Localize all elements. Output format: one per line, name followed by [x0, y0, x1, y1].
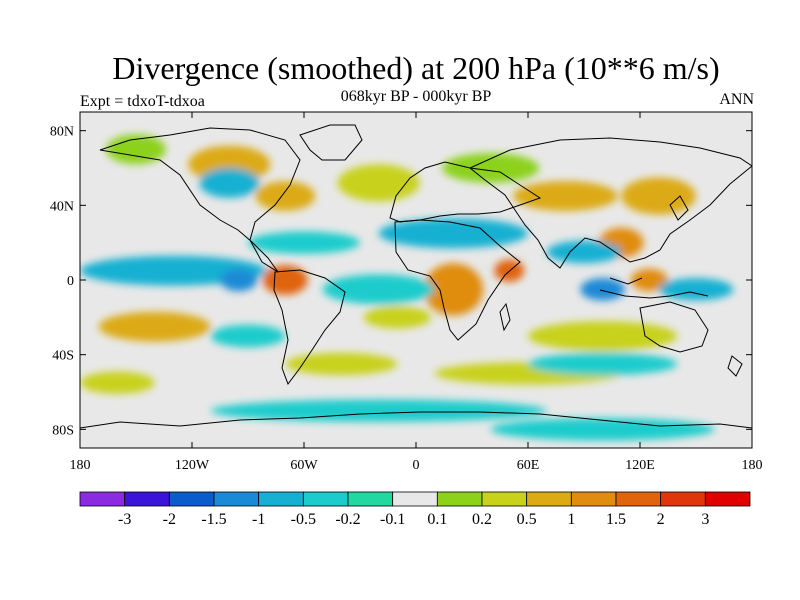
field-patch: [98, 311, 211, 342]
field-patch: [262, 265, 308, 295]
field-layer: [80, 134, 734, 441]
lat-tick-label: 80S: [52, 423, 74, 438]
colorbar-swatch: [704, 491, 751, 507]
colorbar-swatch: [258, 491, 304, 507]
field-patch: [378, 218, 528, 249]
colorbar-swatch: [213, 491, 260, 507]
lat-tick-label: 80N: [50, 125, 74, 140]
field-patch: [546, 240, 622, 264]
colorbar-label: 1.5: [606, 511, 626, 528]
colorbar-swatch: [347, 491, 394, 507]
field-patch: [106, 134, 166, 165]
colorbar-swatch: [168, 491, 215, 507]
season-label: ANN: [719, 91, 754, 108]
lat-tick-label: 0: [67, 274, 74, 289]
field-patch: [442, 153, 540, 183]
period-label: 068kyr BP - 000kyr BP: [340, 88, 492, 105]
field-patch: [248, 231, 360, 254]
field-patch: [363, 306, 431, 329]
field-patch: [337, 164, 420, 202]
field-patch: [199, 168, 260, 198]
field-patch: [423, 263, 484, 316]
field-patch: [285, 352, 398, 376]
field-patch: [528, 352, 678, 376]
colorbar-label: -1.5: [201, 511, 226, 528]
field-patch: [630, 268, 668, 292]
lon-tick-label: 180: [742, 458, 763, 473]
field-patch: [580, 278, 626, 301]
field-patch: [658, 278, 734, 301]
colorbar-swatch: [124, 491, 170, 507]
colorbar-swatch: [526, 491, 572, 507]
colorbar-label: -2: [163, 511, 176, 528]
longitude-axis: 180 120W 60W 0 60E 120E 180: [70, 112, 763, 473]
colorbar-label: 0.5: [517, 511, 537, 528]
field-patch: [220, 268, 258, 292]
colorbar-label: 2: [657, 511, 665, 528]
field-patch: [80, 371, 155, 394]
lat-tick-label: 40N: [50, 199, 74, 214]
lon-tick-label: 60E: [517, 458, 540, 473]
lon-tick-label: 60W: [290, 458, 318, 473]
colorbar-label: -0.5: [291, 511, 316, 528]
colorbar-label: 0.1: [427, 511, 447, 528]
lon-tick-label: 120E: [625, 458, 655, 473]
field-patch: [513, 181, 618, 211]
colorbar-swatch: [660, 491, 706, 507]
field-patch: [322, 274, 435, 305]
lon-tick-label: 180: [70, 458, 91, 473]
map-area: [79, 111, 753, 449]
field-patch: [80, 255, 267, 286]
colorbar: -3 -2 -1.5 -1 -0.5 -0.2 -0.1 0.1 0.2 0.5 1 1.5 2 3: [79, 491, 751, 528]
field-patch: [255, 181, 316, 211]
field-patch: [210, 399, 547, 422]
page-title: Divergence (smoothed) at 200 hPa (10**6 …: [112, 50, 720, 86]
colorbar-swatch: [79, 491, 126, 507]
experiment-label: Expt = tdxoT-tdxoa: [80, 93, 205, 110]
colorbar-label: 0.2: [472, 511, 492, 528]
field-patch: [621, 177, 697, 215]
field-patch: [490, 418, 715, 441]
field-patch: [528, 321, 678, 351]
lon-tick-label: 120W: [175, 458, 210, 473]
colorbar-label: -0.1: [380, 511, 405, 528]
colorbar-swatch: [302, 491, 349, 507]
coastlines: [80, 124, 752, 429]
colorbar-label: -0.2: [335, 511, 360, 528]
colorbar-label: -3: [118, 511, 131, 528]
colorbar-swatch: [570, 491, 617, 507]
colorbar-swatch: [392, 491, 438, 507]
lat-tick-label: 40S: [52, 349, 74, 364]
colorbar-swatch: [481, 491, 528, 507]
colorbar-label: -1: [252, 511, 265, 528]
colorbar-label: 3: [701, 511, 709, 528]
colorbar-swatch: [615, 491, 662, 507]
colorbar-swatch: [436, 491, 483, 507]
latitude-axis: 80N 40N 0 40S 80S: [50, 125, 752, 438]
lon-tick-label: 0: [413, 458, 420, 473]
field-patch: [210, 324, 286, 348]
colorbar-label: 1: [567, 511, 575, 528]
